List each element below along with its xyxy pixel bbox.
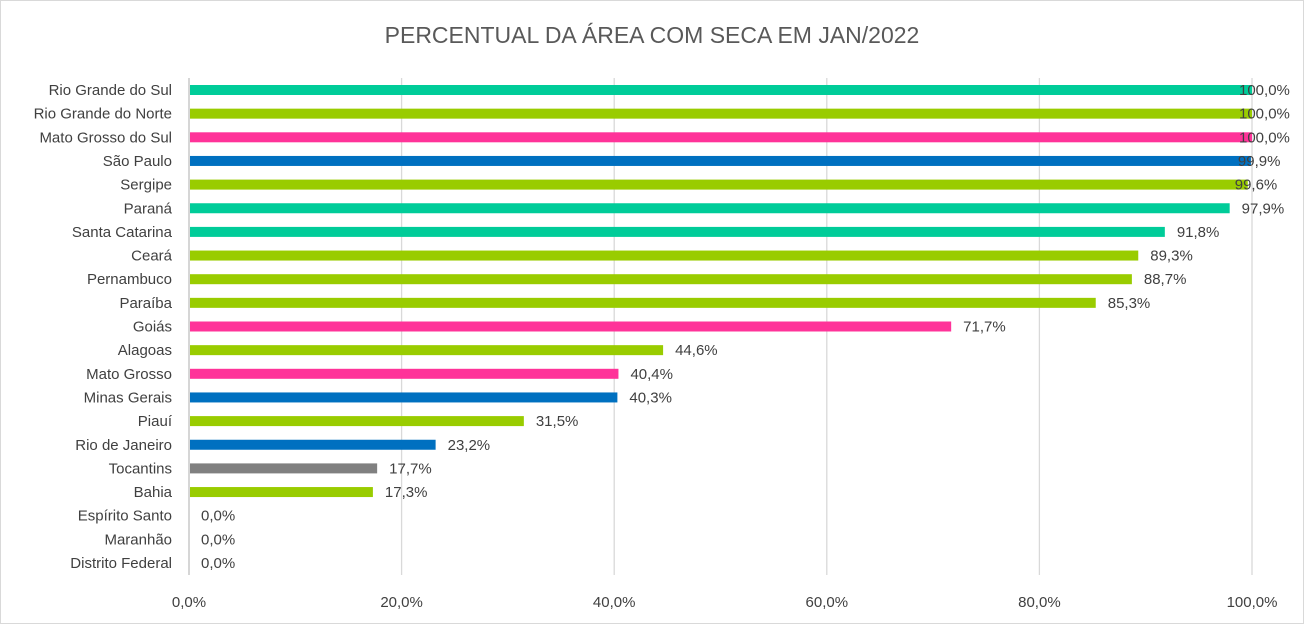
bar xyxy=(190,439,436,450)
category-label: Rio Grande do Sul xyxy=(49,82,172,99)
category-label: Rio Grande do Norte xyxy=(34,106,172,123)
data-label: 97,9% xyxy=(1242,200,1285,217)
bar xyxy=(190,155,1251,166)
bar xyxy=(190,179,1248,190)
x-tick-label: 60,0% xyxy=(806,594,849,611)
data-label: 0,0% xyxy=(201,531,235,548)
bar xyxy=(190,368,619,379)
category-label: Paraná xyxy=(124,200,173,217)
category-label: Maranhão xyxy=(104,531,172,548)
data-label: 17,3% xyxy=(385,484,428,501)
data-label: 100,0% xyxy=(1239,129,1290,146)
data-label: 31,5% xyxy=(536,413,579,430)
bar xyxy=(190,416,524,427)
x-tick-label: 0,0% xyxy=(172,594,206,611)
category-label: Mato Grosso xyxy=(86,366,172,383)
bar xyxy=(190,392,618,403)
data-label: 44,6% xyxy=(675,342,718,359)
data-label: 99,6% xyxy=(1235,177,1278,194)
data-label: 99,9% xyxy=(1238,153,1281,170)
data-label: 85,3% xyxy=(1108,295,1151,312)
category-label: Paraíba xyxy=(119,295,172,312)
data-label: 91,8% xyxy=(1177,224,1220,241)
category-label: Mato Grosso do Sul xyxy=(39,129,172,146)
data-label: 40,4% xyxy=(630,366,673,383)
data-label: 23,2% xyxy=(448,437,491,454)
data-label: 89,3% xyxy=(1150,248,1193,265)
chart-title: PERCENTUAL DA ÁREA COM SECA EM JAN/2022 xyxy=(384,22,920,48)
bar xyxy=(190,487,373,498)
category-label: Santa Catarina xyxy=(72,224,173,241)
category-label: Distrito Federal xyxy=(70,555,172,572)
category-label: São Paulo xyxy=(103,153,172,170)
bar xyxy=(190,226,1165,237)
bar xyxy=(190,85,1252,95)
bar xyxy=(190,321,952,332)
x-tick-label: 20,0% xyxy=(380,594,423,611)
bar xyxy=(190,297,1096,308)
data-label: 100,0% xyxy=(1239,82,1290,99)
bar xyxy=(190,463,378,474)
category-label: Goiás xyxy=(133,319,172,336)
data-label: 100,0% xyxy=(1239,106,1290,123)
category-label: Minas Gerais xyxy=(84,389,172,406)
data-label: 71,7% xyxy=(963,319,1006,336)
category-label: Alagoas xyxy=(118,342,172,359)
bar xyxy=(190,274,1132,285)
bar xyxy=(190,108,1252,119)
x-tick-label: 40,0% xyxy=(593,594,636,611)
category-label: Ceará xyxy=(131,248,173,265)
x-tick-label: 80,0% xyxy=(1018,594,1061,611)
bar xyxy=(190,203,1230,214)
bar xyxy=(190,132,1252,143)
category-label: Piauí xyxy=(138,413,173,430)
category-label: Tocantins xyxy=(109,460,172,477)
category-label: Sergipe xyxy=(120,177,172,194)
bar xyxy=(190,345,664,356)
category-label: Pernambuco xyxy=(87,271,172,288)
data-label: 40,3% xyxy=(629,389,672,406)
data-label: 0,0% xyxy=(201,555,235,572)
category-label: Espírito Santo xyxy=(78,508,172,525)
category-label: Bahia xyxy=(134,484,173,501)
x-tick-label: 100,0% xyxy=(1227,594,1278,611)
data-label: 88,7% xyxy=(1144,271,1187,288)
bar xyxy=(190,250,1139,261)
data-label: 17,7% xyxy=(389,460,432,477)
data-label: 0,0% xyxy=(201,508,235,525)
category-label: Rio de Janeiro xyxy=(75,437,172,454)
